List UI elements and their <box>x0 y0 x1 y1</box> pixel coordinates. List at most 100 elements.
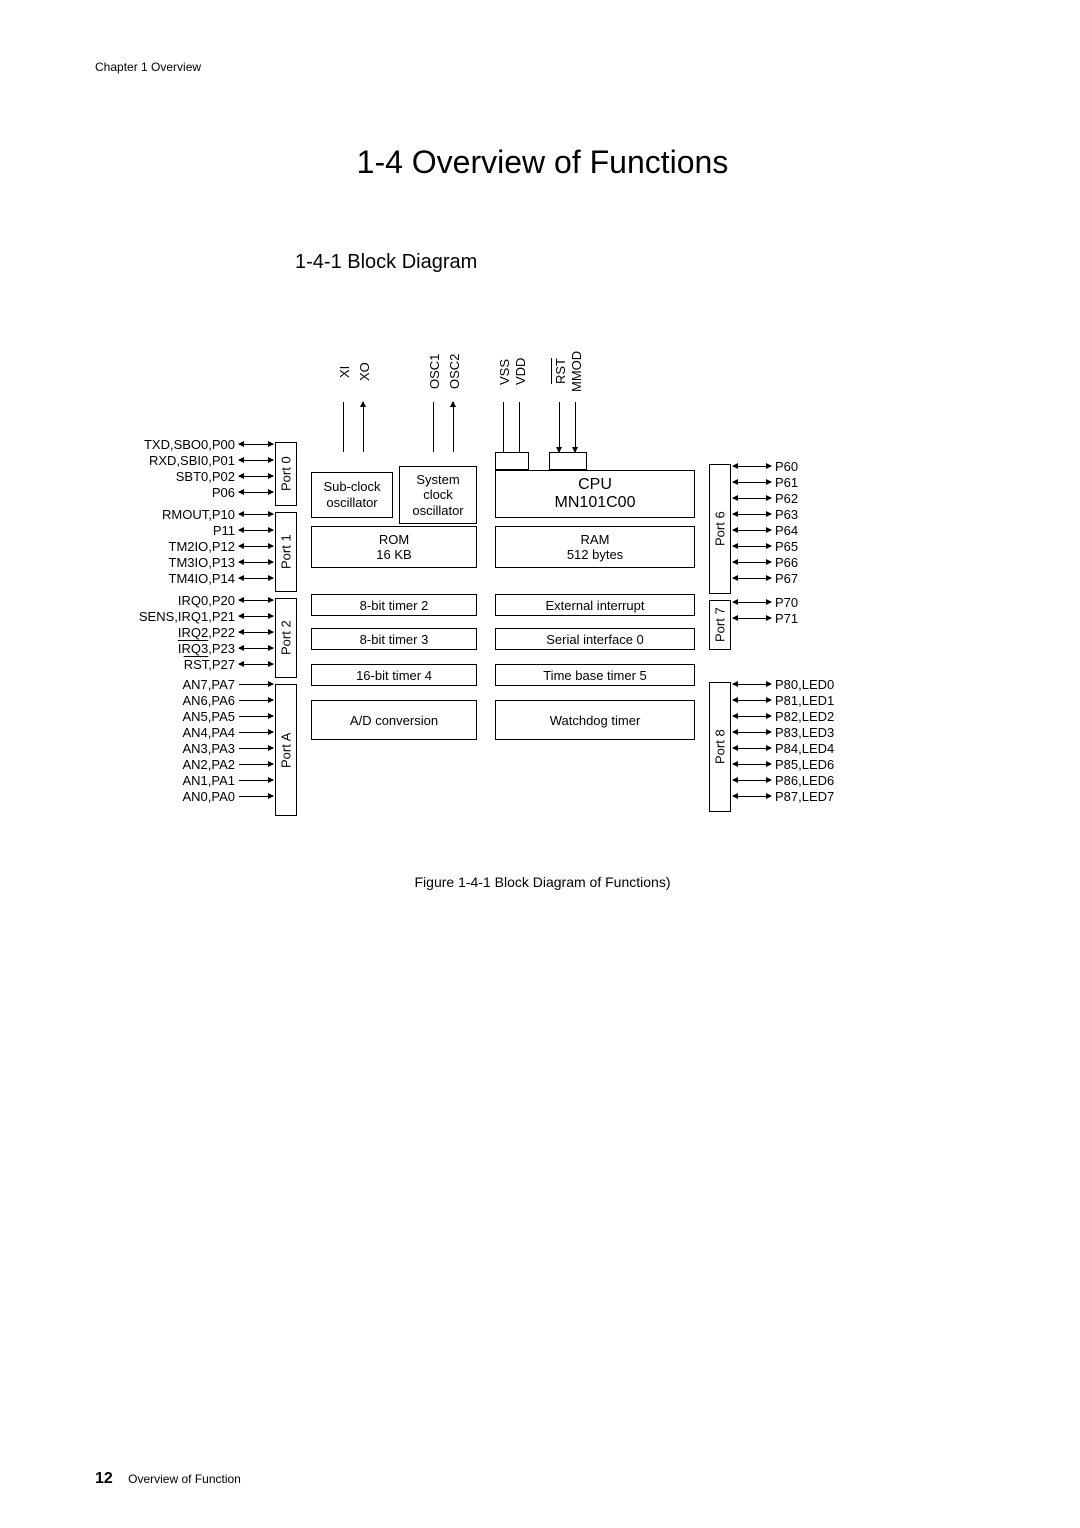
pin-AN3PA3: AN3,PA3 <box>75 741 235 756</box>
pin-osc2: OSC2 <box>447 344 462 399</box>
pin-AN6PA6: AN6,PA6 <box>75 693 235 708</box>
arrow <box>239 476 273 477</box>
arrow <box>239 444 273 445</box>
pin-AN2PA2: AN2,PA2 <box>75 757 235 772</box>
arrow <box>239 716 273 717</box>
ram-box: RAM 512 bytes <box>495 526 695 568</box>
pin-P67: P67 <box>775 571 798 586</box>
line <box>519 402 520 452</box>
arrow <box>239 684 273 685</box>
pin-IRQ2P22: IRQ2,P22 <box>75 625 235 640</box>
port0-box: Port 0 <box>275 442 297 506</box>
footer: 12 Overview of Function <box>95 1470 241 1488</box>
portA-box: Port A <box>275 684 297 816</box>
port1-box: Port 1 <box>275 512 297 592</box>
arrow <box>733 796 771 797</box>
arrow <box>733 530 771 531</box>
arrow <box>733 684 771 685</box>
ram-l2: 512 bytes <box>567 547 623 562</box>
pin-AN0PA0: AN0,PA0 <box>75 789 235 804</box>
pin-AN5PA5: AN5,PA5 <box>75 709 235 724</box>
cpu-l1: CPU <box>578 476 612 494</box>
arrow <box>239 780 273 781</box>
pin-rst: RST <box>553 344 568 399</box>
extint-box: External interrupt <box>495 594 695 616</box>
timer2-box: 8-bit timer 2 <box>311 594 477 616</box>
cpu-l2: MN101C00 <box>555 494 636 512</box>
arrow <box>239 460 273 461</box>
pin-P60: P60 <box>775 459 798 474</box>
pin-IRQ0P20: IRQ0,P20 <box>75 593 235 608</box>
arrow <box>239 732 273 733</box>
arrow <box>733 732 771 733</box>
sysclock-l1: System <box>416 472 459 488</box>
sysclock-box: System clock oscillator <box>399 466 477 524</box>
arrow <box>733 602 771 603</box>
pin-P62: P62 <box>775 491 798 506</box>
line <box>363 402 364 452</box>
arrow <box>733 780 771 781</box>
arrow <box>239 492 273 493</box>
pin-P81LED1: P81,LED1 <box>775 693 834 708</box>
timer4-box: 16-bit timer 4 <box>311 664 477 686</box>
arrow <box>239 578 273 579</box>
arrow <box>733 578 771 579</box>
footer-text: Overview of Function <box>128 1472 241 1486</box>
line <box>575 402 576 452</box>
pin-IRQ3P23: IRQ3,P23 <box>75 641 235 656</box>
arrow <box>733 562 771 563</box>
line <box>503 402 504 452</box>
pin-SBT0P02: SBT0,P02 <box>75 469 235 484</box>
arrow <box>733 716 771 717</box>
port2-box: Port 2 <box>275 598 297 678</box>
rom-l1: ROM <box>379 532 409 547</box>
arrow <box>239 748 273 749</box>
port8-box: Port 8 <box>709 682 731 812</box>
chapter-header: Chapter 1 Overview <box>95 60 990 74</box>
cpu-box: CPU MN101C00 <box>495 470 695 518</box>
pin-P63: P63 <box>775 507 798 522</box>
sub-title: 1-4-1 Block Diagram <box>295 251 990 274</box>
pin-P66: P66 <box>775 555 798 570</box>
tbt5-box: Time base timer 5 <box>495 664 695 686</box>
pin-P80LED0: P80,LED0 <box>775 677 834 692</box>
arrow <box>239 700 273 701</box>
pin-vdd: VDD <box>513 344 528 399</box>
rom-l2: 16 KB <box>376 547 411 562</box>
pin-AN4PA4: AN4,PA4 <box>75 725 235 740</box>
pin-P85LED6: P85,LED6 <box>775 757 834 772</box>
arrow <box>733 466 771 467</box>
rst-mmod-box <box>549 452 587 470</box>
page: Chapter 1 Overview 1-4 Overview of Funct… <box>0 0 1080 1528</box>
port6-box: Port 6 <box>709 464 731 594</box>
pin-P83LED3: P83,LED3 <box>775 725 834 740</box>
arrow <box>239 616 273 617</box>
arrow <box>733 498 771 499</box>
pin-P86LED6: P86,LED6 <box>775 773 834 788</box>
pin-TXDSBO0P00: TXD,SBO0,P00 <box>75 437 235 452</box>
pin-P61: P61 <box>775 475 798 490</box>
pin-RMOUTP10: RMOUT,P10 <box>75 507 235 522</box>
arrow <box>239 546 273 547</box>
pin-xo: XO <box>357 344 372 399</box>
pin-P82LED2: P82,LED2 <box>775 709 834 724</box>
line <box>559 402 560 452</box>
pin-vss: VSS <box>497 344 512 399</box>
arrow <box>239 514 273 515</box>
arrow <box>733 764 771 765</box>
pin-P87LED7: P87,LED7 <box>775 789 834 804</box>
pin-RXDSBI0P01: RXD,SBI0,P01 <box>75 453 235 468</box>
pin-AN1PA1: AN1,PA1 <box>75 773 235 788</box>
pin-P11: P11 <box>75 523 235 538</box>
figure-caption: Figure 1-4-1 Block Diagram of Functions) <box>95 874 990 890</box>
arrow <box>239 632 273 633</box>
adc-box: A/D conversion <box>311 700 477 740</box>
pin-AN7PA7: AN7,PA7 <box>75 677 235 692</box>
page-number: 12 <box>95 1470 113 1487</box>
line <box>453 402 454 452</box>
vss-vdd-box <box>495 452 529 470</box>
arrow <box>239 530 273 531</box>
pin-P84LED4: P84,LED4 <box>775 741 834 756</box>
serial0-box: Serial interface 0 <box>495 628 695 650</box>
arrow <box>239 600 273 601</box>
